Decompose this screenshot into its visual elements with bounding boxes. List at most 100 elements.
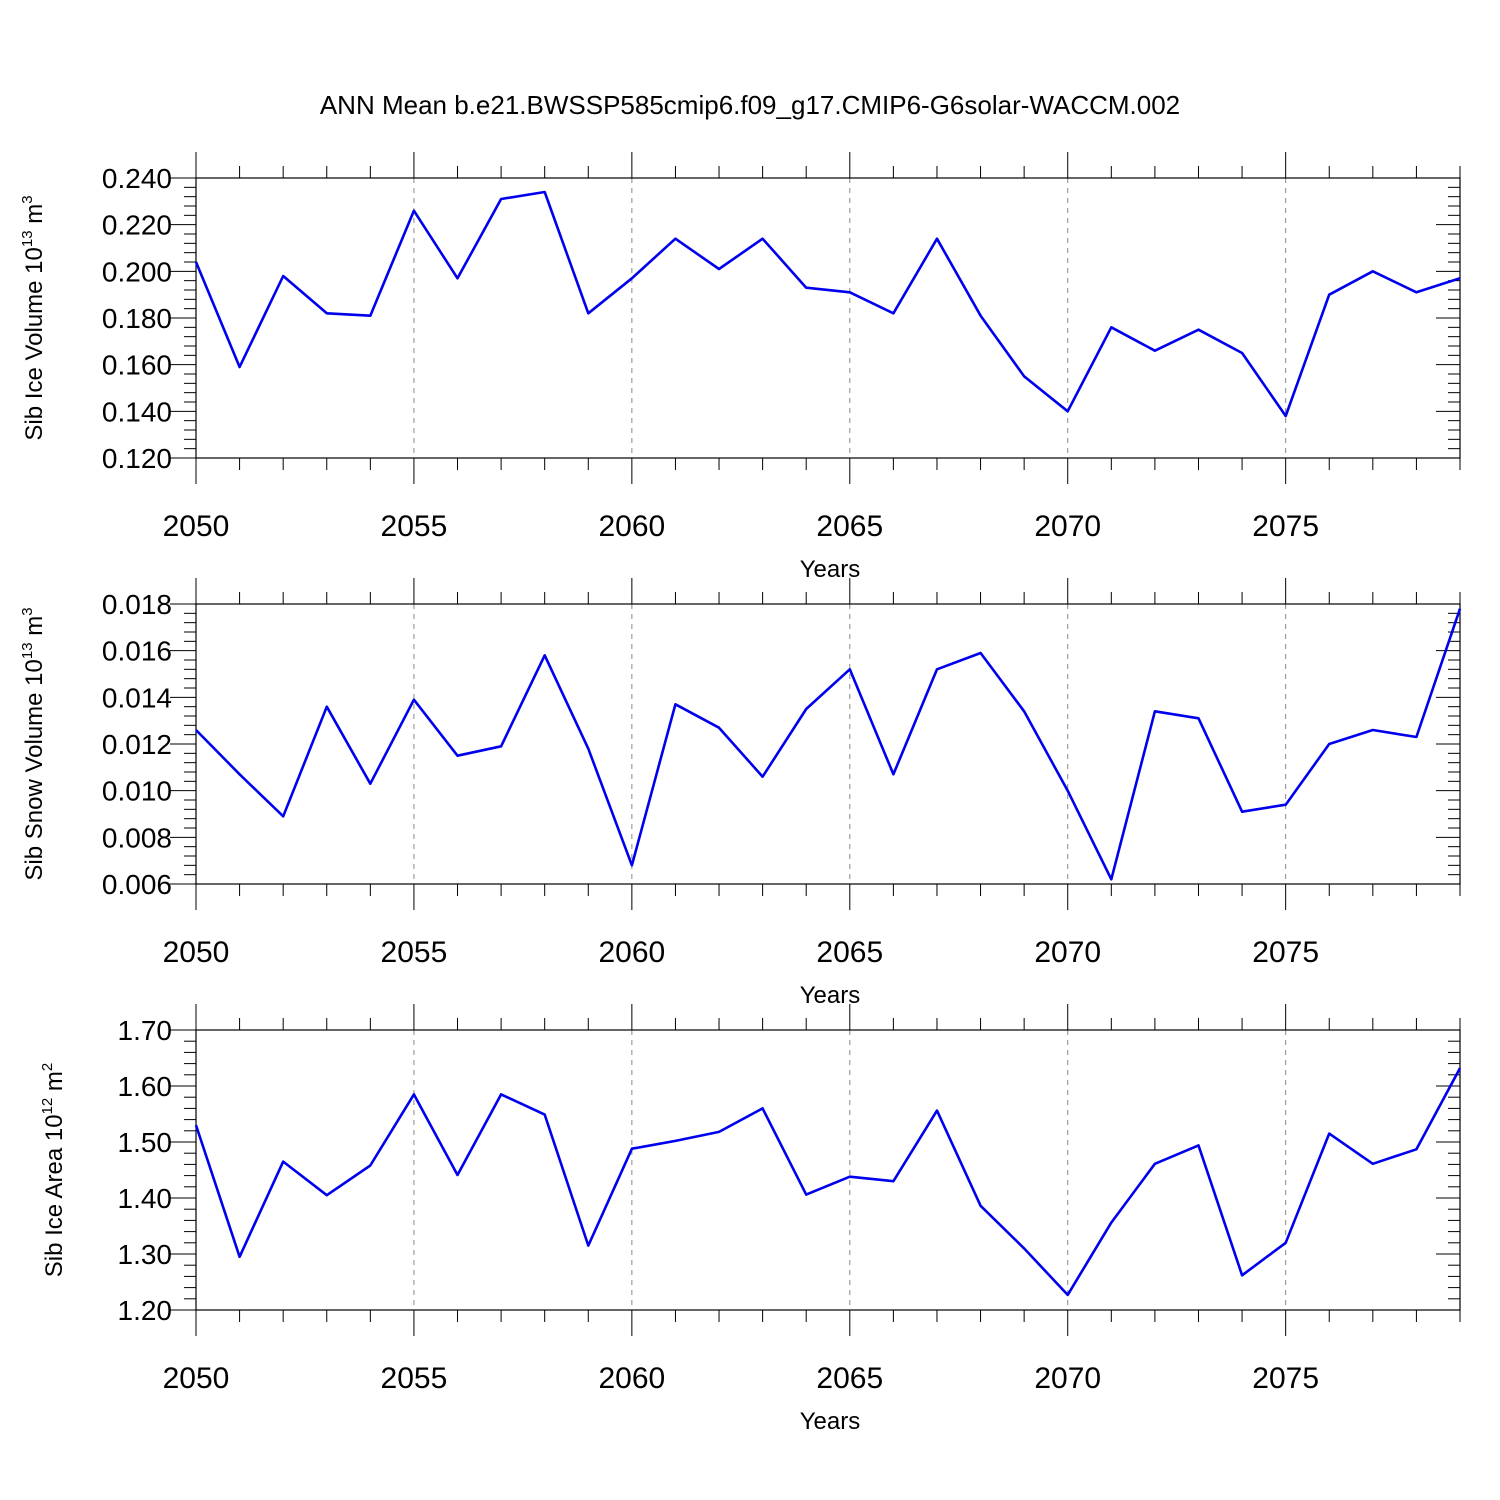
y-tick-label: 0.220 [102, 210, 172, 241]
data-point [1065, 408, 1071, 414]
data-point [411, 1091, 417, 1097]
x-tick-label: 2065 [816, 510, 883, 543]
data-point [411, 697, 417, 703]
x-axis-label: Years [800, 1408, 861, 1435]
x-tick-label: 2050 [163, 1362, 230, 1395]
data-point [803, 1192, 809, 1198]
series-line [195, 608, 1462, 881]
panel-2: 0.006 0.008 0.010 0.012 0.014 0.016 0.018 2050 2… [19, 578, 1463, 1009]
data-point [237, 771, 243, 777]
y-tick-label: 0.010 [102, 776, 172, 807]
data-point [1413, 289, 1419, 295]
data-point [1239, 809, 1245, 815]
data-point [585, 310, 591, 316]
x-tick-label: 2060 [598, 936, 665, 969]
panel-3: 1.20 1.30 1.40 1.50 1.60 1.70 2050 2055 2060 2065… [39, 1004, 1463, 1435]
data-point [1108, 324, 1114, 330]
data-point [498, 196, 504, 202]
data-point [1195, 327, 1201, 333]
data-point [629, 862, 635, 868]
y-axis-label: Sib Ice Area 1012 m2 [39, 1063, 68, 1277]
data-point [934, 1108, 940, 1114]
x-tick-label: 2055 [381, 936, 448, 969]
data-point [1457, 1065, 1463, 1071]
x-tick-label: 2070 [1034, 510, 1101, 543]
y-tick-label: 0.180 [102, 303, 172, 334]
data-point [672, 1138, 678, 1144]
x-tick-label: 2060 [598, 510, 665, 543]
data-point [237, 1254, 243, 1260]
data-point [716, 725, 722, 731]
data-point [890, 771, 896, 777]
data-point [978, 650, 984, 656]
data-point [890, 1178, 896, 1184]
y-tick-label: 0.016 [102, 636, 172, 667]
panels: 0.120 0.140 0.160 0.180 0.200 0.220 0.240 2050 2… [19, 152, 1463, 1435]
data-point [498, 1091, 504, 1097]
data-point [455, 753, 461, 759]
data-point [1326, 292, 1332, 298]
x-tick-label: 2050 [163, 936, 230, 969]
data-point [193, 1122, 199, 1128]
x-axis-label: Years [800, 982, 861, 1009]
data-point [847, 666, 853, 672]
data-point [847, 289, 853, 295]
data-point [585, 1243, 591, 1249]
y-tick-label: 0.160 [102, 350, 172, 381]
data-point [1152, 1161, 1158, 1167]
y-tick-label: 0.012 [102, 729, 172, 760]
data-point [193, 259, 199, 265]
data-point [629, 1146, 635, 1152]
data-point [672, 236, 678, 242]
data-point [716, 266, 722, 272]
data-point [803, 285, 809, 291]
data-point [324, 310, 330, 316]
x-tick-label: 2055 [381, 1362, 448, 1395]
x-tick-label: 2075 [1252, 936, 1319, 969]
data-point [760, 774, 766, 780]
data-point [672, 701, 678, 707]
x-tick-label: 2075 [1252, 510, 1319, 543]
y-tick-label: 1.40 [118, 1183, 173, 1214]
data-point [324, 1192, 330, 1198]
data-point [1457, 606, 1463, 612]
x-tick-label: 2065 [816, 1362, 883, 1395]
data-point [367, 313, 373, 319]
data-point [1195, 715, 1201, 721]
x-tick-label: 2050 [163, 510, 230, 543]
data-point [760, 1105, 766, 1111]
figure-title: ANN Mean b.e21.BWSSP585cmip6.f09_g17.CMI… [320, 90, 1180, 120]
y-tick-label: 1.70 [118, 1015, 173, 1046]
data-point [585, 746, 591, 752]
data-point [1283, 1240, 1289, 1246]
data-point [1152, 708, 1158, 714]
data-point [280, 273, 286, 279]
data-point [193, 727, 199, 733]
y-axis-label: Sib Snow Volume 1013 m3 [19, 607, 48, 880]
data-point [629, 275, 635, 281]
y-tick-label: 0.240 [102, 163, 172, 194]
data-point [803, 706, 809, 712]
data-point [1152, 348, 1158, 354]
data-point [237, 364, 243, 370]
data-point [324, 704, 330, 710]
series-line [194, 1067, 1462, 1297]
data-point [411, 208, 417, 214]
data-point [280, 1159, 286, 1165]
x-tick-label: 2055 [381, 510, 448, 543]
y-axis-label: Sib Ice Volume 1013 m3 [19, 195, 48, 440]
data-point [1370, 1161, 1376, 1167]
data-point [1239, 1272, 1245, 1278]
y-tick-label: 0.006 [102, 869, 172, 900]
data-point [455, 1172, 461, 1178]
data-point [542, 189, 548, 195]
x-tick-label: 2065 [816, 936, 883, 969]
data-point [1326, 1131, 1332, 1137]
data-point [934, 666, 940, 672]
data-point [542, 1112, 548, 1118]
x-axis-label: Years [800, 556, 861, 583]
data-point [1370, 268, 1376, 274]
data-point [716, 1129, 722, 1135]
y-tick-label: 0.140 [102, 396, 172, 427]
